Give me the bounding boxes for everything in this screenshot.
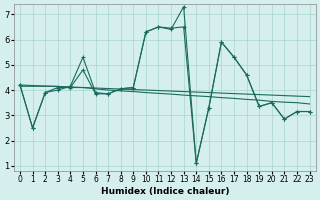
X-axis label: Humidex (Indice chaleur): Humidex (Indice chaleur)	[100, 187, 229, 196]
